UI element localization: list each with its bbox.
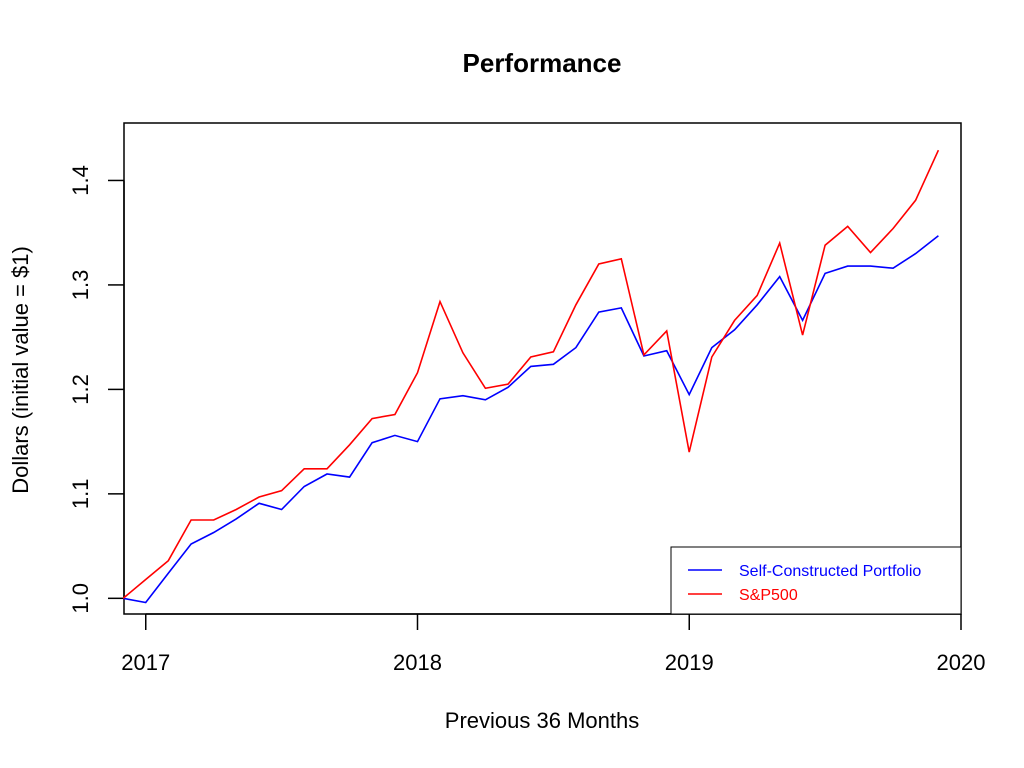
y-tick-label: 1.1 <box>68 479 93 510</box>
y-axis-label: Dollars (initial value = $1) <box>8 246 33 494</box>
y-tick-label: 1.2 <box>68 374 93 405</box>
x-tick-label: 2020 <box>937 650 986 675</box>
x-tick-label: 2019 <box>665 650 714 675</box>
y-tick-label: 1.4 <box>68 165 93 196</box>
legend: Self-Constructed Portfolio S&P500 <box>670 546 962 615</box>
legend-label-0: Self-Constructed Portfolio <box>739 563 921 580</box>
chart-title: Performance <box>463 48 622 78</box>
plot-frame <box>123 122 962 615</box>
y-axis: 1.0 1.1 1.2 1.3 1.4 <box>68 165 125 614</box>
legend-label-1: S&P500 <box>739 587 798 604</box>
x-tick-label: 2018 <box>393 650 442 675</box>
series-layer <box>122 149 940 604</box>
x-axis: 2017 2018 2019 2020 <box>121 613 986 675</box>
y-tick-label: 1.3 <box>68 270 93 301</box>
series-line-1 <box>122 149 940 599</box>
legend-box <box>670 546 962 615</box>
x-axis-label: Previous 36 Months <box>445 708 639 733</box>
y-tick-label: 1.0 <box>68 583 93 614</box>
x-tick-label: 2017 <box>121 650 170 675</box>
series-line-0 <box>123 235 939 604</box>
